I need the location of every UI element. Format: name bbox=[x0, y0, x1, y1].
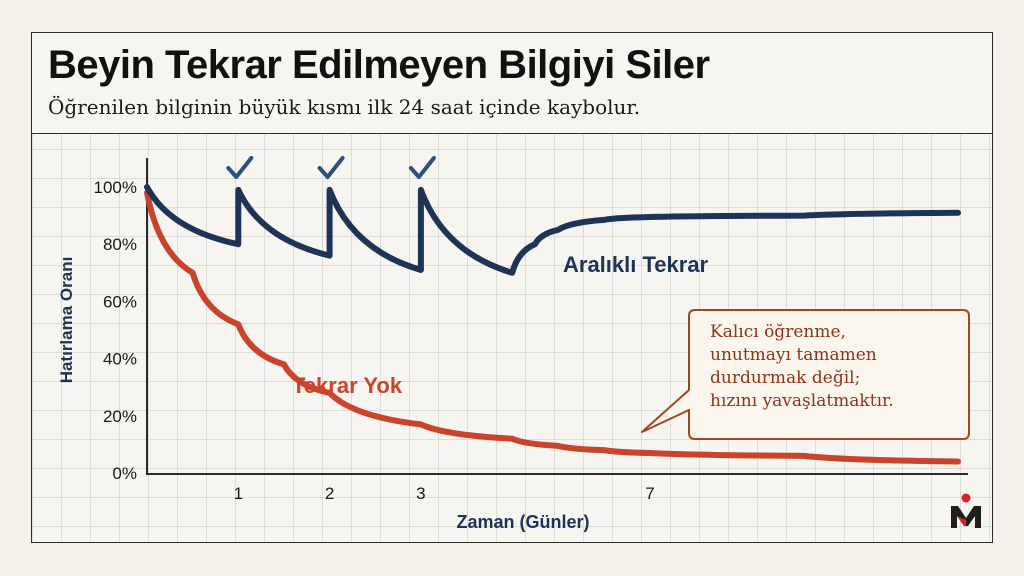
y-tick-label: 60% bbox=[103, 292, 137, 311]
y-tick-label: 80% bbox=[103, 235, 137, 254]
series-label-tekrar-yok: Tekrar Yok bbox=[292, 373, 403, 398]
series-line-aralikli-tekrar bbox=[144, 184, 961, 276]
infographic-frame: Beyin Tekrar Edilmeyen Bilgiyi Siler Öğr… bbox=[31, 32, 993, 543]
x-tick-label: 7 bbox=[645, 484, 654, 503]
x-tick-label: 3 bbox=[416, 484, 425, 503]
annotation-callout: Kalıcı öğrenme, unutmayı tamamen durdurmak… bbox=[641, 309, 970, 440]
annotation-line: unutmayı tamamen bbox=[710, 345, 877, 365]
series-line-tekrar-yok bbox=[144, 189, 961, 465]
annotation-box bbox=[641, 309, 970, 440]
x-tick-labels: 1 2 3 7 bbox=[234, 484, 655, 503]
y-tick-label: 40% bbox=[103, 350, 137, 369]
review-checkmarks bbox=[226, 156, 436, 179]
axes bbox=[146, 158, 968, 475]
y-tick-label: 0% bbox=[112, 464, 137, 483]
y-axis-label: Hatırlama Oranı bbox=[57, 257, 76, 384]
checkmark-icon bbox=[408, 156, 436, 179]
page-subtitle: Öğrenilen bilginin büyük kısmı ilk 24 sa… bbox=[48, 95, 641, 119]
annotation-line: Kalıcı öğrenme, bbox=[710, 322, 846, 342]
x-axis-label: Zaman (Günler) bbox=[456, 512, 589, 532]
checkmark-icon bbox=[317, 156, 345, 179]
annotation-line: hızını yavaşlatmaktır. bbox=[710, 391, 894, 411]
page-title: Beyin Tekrar Edilmeyen Bilgiyi Siler bbox=[48, 43, 710, 87]
series-layer: Aralıklı Tekrar Tekrar Yok bbox=[144, 184, 961, 465]
annotation-line: durdurmak değil; bbox=[710, 368, 860, 388]
header: Beyin Tekrar Edilmeyen Bilgiyi Siler Öğr… bbox=[32, 33, 992, 134]
x-tick-label: 2 bbox=[325, 484, 334, 503]
checkmark-icon bbox=[226, 156, 254, 179]
y-tick-label: 100% bbox=[94, 178, 137, 197]
y-tick-label: 20% bbox=[103, 407, 137, 426]
x-tick-label: 1 bbox=[234, 484, 243, 503]
y-tick-labels: 0% 20% 40% 60% 80% 100% bbox=[94, 178, 137, 483]
brand-logo-icon bbox=[951, 493, 981, 528]
series-label-aralikli-tekrar: Aralıklı Tekrar bbox=[563, 252, 709, 277]
